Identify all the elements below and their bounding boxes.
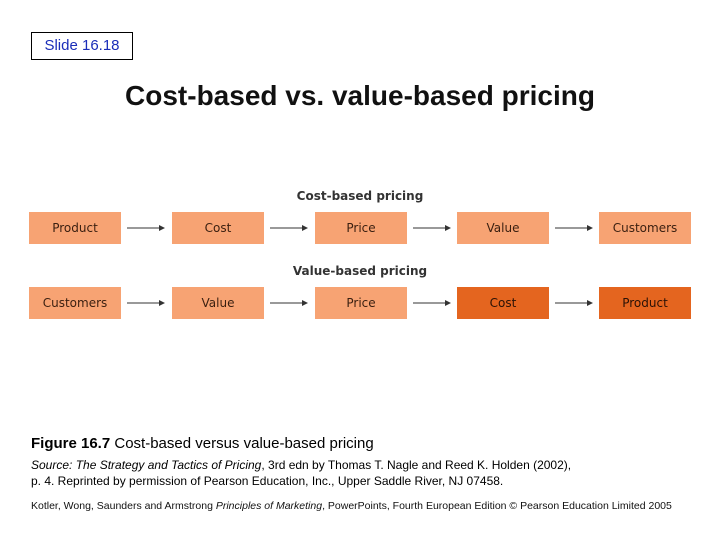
value-step-4: Cost (457, 287, 549, 319)
cost-step-4: Value (457, 212, 549, 244)
slide-number: Slide 16.18 (31, 32, 133, 60)
value-step-5: Product (599, 287, 691, 319)
cost-step-3: Price (315, 212, 407, 244)
value-step-2: Value (172, 287, 264, 319)
cost-based-heading: Cost-based pricing (296, 189, 424, 203)
arrow-icon (413, 225, 451, 231)
footer-authors: Kotler, Wong, Saunders and Armstrong (31, 500, 213, 512)
figure-caption: Figure 16.7 Cost-based versus value-base… (31, 435, 374, 452)
cost-based-flow: Product Cost Price Value Customers (29, 212, 691, 244)
footer: Kotler, Wong, Saunders and Armstrong Pri… (31, 500, 701, 512)
value-step-1: Customers (29, 287, 121, 319)
cost-step-2: Cost (172, 212, 264, 244)
source-line-2: p. 4. Reprinted by permission of Pearson… (31, 474, 504, 488)
figure-label: Figure 16.7 (31, 435, 111, 452)
cost-step-1: Product (29, 212, 121, 244)
arrow-icon (127, 225, 165, 231)
arrow-icon (555, 225, 593, 231)
arrow-icon (413, 300, 451, 306)
cost-step-5: Customers (599, 212, 691, 244)
arrow-icon (270, 225, 308, 231)
value-based-flow: Customers Value Price Cost Product (29, 287, 691, 319)
source-rest: , 3rd edn by Thomas T. Nagle and Reed K.… (261, 458, 572, 472)
value-based-heading: Value-based pricing (292, 264, 428, 278)
footer-rest: , PowerPoints, Fourth European Edition ©… (322, 500, 672, 512)
footer-book-title: Principles of Marketing (215, 500, 323, 512)
source-title: The Strategy and Tactics of Pricing (75, 458, 262, 472)
page-title: Cost-based vs. value-based pricing (125, 80, 595, 111)
source-prefix: Source: (31, 458, 73, 472)
arrow-icon (270, 300, 308, 306)
arrow-icon (127, 300, 165, 306)
value-step-3: Price (315, 287, 407, 319)
figure-caption-text: Cost-based versus value-based pricing (114, 435, 374, 452)
arrow-icon (555, 300, 593, 306)
figure-source: Source: The Strategy and Tactics of Pric… (31, 457, 671, 489)
